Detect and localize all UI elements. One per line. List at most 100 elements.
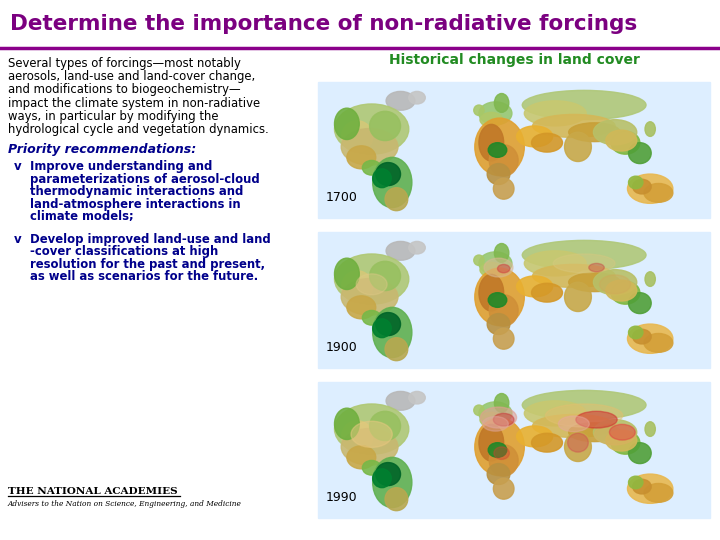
Ellipse shape (593, 269, 636, 295)
Ellipse shape (488, 443, 507, 457)
Ellipse shape (645, 272, 655, 286)
Ellipse shape (627, 324, 673, 353)
Ellipse shape (373, 457, 412, 508)
Text: hydrological cycle and vegetation dynamics.: hydrological cycle and vegetation dynami… (8, 123, 269, 136)
Ellipse shape (480, 262, 503, 277)
Ellipse shape (376, 463, 400, 485)
Text: as well as scenarios for the future.: as well as scenarios for the future. (30, 270, 258, 283)
Ellipse shape (564, 282, 591, 312)
Ellipse shape (335, 104, 409, 154)
Ellipse shape (593, 120, 636, 145)
Ellipse shape (627, 174, 673, 204)
Ellipse shape (524, 251, 586, 276)
Ellipse shape (606, 280, 636, 301)
Ellipse shape (564, 132, 591, 161)
Ellipse shape (335, 258, 359, 289)
Ellipse shape (644, 483, 673, 502)
Ellipse shape (386, 241, 415, 260)
Ellipse shape (629, 326, 643, 339)
Ellipse shape (633, 329, 651, 344)
Text: Priority recommendations:: Priority recommendations: (8, 143, 197, 156)
Ellipse shape (633, 179, 651, 194)
Ellipse shape (644, 184, 673, 202)
Ellipse shape (600, 275, 631, 294)
Ellipse shape (409, 91, 426, 104)
Ellipse shape (373, 157, 412, 207)
Ellipse shape (493, 328, 514, 349)
Ellipse shape (576, 411, 617, 428)
Ellipse shape (595, 424, 636, 445)
Ellipse shape (493, 478, 514, 499)
Ellipse shape (335, 254, 409, 304)
Ellipse shape (645, 122, 655, 137)
Bar (318, 82, 710, 218)
Ellipse shape (609, 424, 635, 440)
Ellipse shape (479, 424, 504, 461)
Ellipse shape (487, 464, 510, 484)
Ellipse shape (531, 284, 562, 302)
Ellipse shape (629, 176, 643, 188)
Ellipse shape (495, 93, 509, 112)
Ellipse shape (487, 164, 510, 185)
Ellipse shape (484, 258, 513, 277)
Ellipse shape (335, 108, 359, 139)
Text: v: v (14, 160, 22, 173)
Ellipse shape (495, 244, 509, 262)
Ellipse shape (356, 274, 387, 295)
Bar (318, 382, 710, 518)
Ellipse shape (386, 392, 415, 410)
Ellipse shape (409, 241, 426, 254)
Ellipse shape (629, 443, 651, 464)
Ellipse shape (369, 411, 400, 441)
Text: Advisers to the Nation on Science, Engineering, and Medicine: Advisers to the Nation on Science, Engin… (8, 500, 242, 508)
Ellipse shape (516, 276, 553, 297)
Text: Improve understanding and: Improve understanding and (30, 160, 212, 173)
Ellipse shape (546, 404, 623, 427)
Ellipse shape (495, 394, 509, 413)
Text: thermodynamic interactions and: thermodynamic interactions and (30, 185, 243, 198)
Ellipse shape (644, 334, 673, 352)
Ellipse shape (488, 143, 507, 157)
Ellipse shape (522, 390, 646, 420)
Ellipse shape (474, 268, 524, 326)
Text: 1700: 1700 (326, 191, 358, 204)
Ellipse shape (385, 338, 408, 361)
Text: aerosols, land-use and land-cover change,: aerosols, land-use and land-cover change… (8, 70, 256, 83)
Text: Develop improved land-use and land: Develop improved land-use and land (30, 233, 271, 246)
Ellipse shape (479, 124, 504, 161)
Ellipse shape (373, 469, 391, 488)
Ellipse shape (479, 274, 504, 311)
Text: -cover classifications at high: -cover classifications at high (30, 245, 218, 258)
Ellipse shape (373, 169, 391, 188)
Ellipse shape (522, 240, 646, 269)
Text: Historical changes in land cover: Historical changes in land cover (389, 53, 639, 67)
Ellipse shape (524, 101, 586, 126)
Text: resolution for the past and present,: resolution for the past and present, (30, 258, 265, 271)
Ellipse shape (474, 418, 524, 476)
Ellipse shape (480, 112, 503, 127)
Ellipse shape (347, 446, 376, 469)
Ellipse shape (385, 488, 408, 511)
Ellipse shape (335, 404, 409, 454)
Ellipse shape (480, 407, 516, 428)
Ellipse shape (567, 433, 588, 452)
Ellipse shape (516, 126, 553, 147)
Ellipse shape (629, 293, 651, 314)
Ellipse shape (386, 91, 415, 110)
Ellipse shape (480, 413, 503, 427)
Ellipse shape (569, 123, 620, 141)
Ellipse shape (362, 461, 381, 475)
Ellipse shape (342, 121, 373, 152)
Ellipse shape (342, 421, 373, 452)
Ellipse shape (493, 414, 514, 426)
Ellipse shape (533, 265, 615, 287)
Ellipse shape (490, 145, 518, 176)
Ellipse shape (347, 146, 376, 169)
Ellipse shape (611, 431, 640, 454)
Ellipse shape (479, 102, 512, 125)
Ellipse shape (524, 401, 586, 426)
Ellipse shape (633, 480, 651, 494)
Ellipse shape (479, 252, 512, 275)
Ellipse shape (606, 130, 636, 151)
Ellipse shape (474, 105, 484, 116)
